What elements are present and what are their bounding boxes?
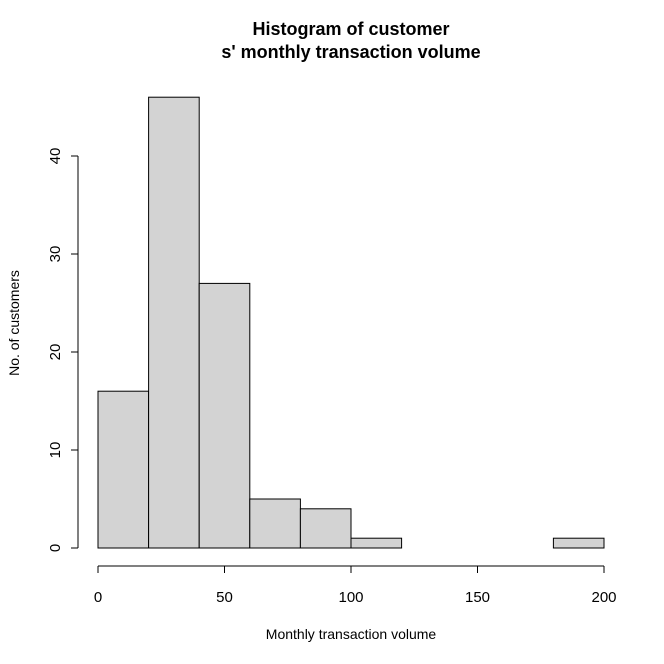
x-tick-label-3: 150 bbox=[465, 589, 490, 606]
histogram-bar-4 bbox=[299, 508, 352, 549]
x-tick-label-1: 50 bbox=[216, 589, 233, 606]
histogram-bar-0 bbox=[97, 390, 150, 549]
histogram-bar-5 bbox=[350, 537, 403, 549]
y-tick-label-0: 0 bbox=[47, 544, 64, 552]
x-tick-label-2: 100 bbox=[338, 589, 363, 606]
x-axis-label: Monthly transaction volume bbox=[266, 626, 437, 642]
histogram-bar-2 bbox=[198, 282, 251, 549]
y-axis: 0 10 20 30 40 bbox=[47, 148, 79, 552]
bars-group bbox=[97, 96, 605, 549]
x-tick-label-0: 0 bbox=[94, 589, 102, 606]
y-tick-label-3: 30 bbox=[47, 246, 64, 263]
chart-title-line-1: Histogram of customer bbox=[252, 19, 449, 39]
histogram-bar-9 bbox=[552, 537, 605, 549]
x-axis: 0 50 100 150 200 bbox=[94, 565, 617, 606]
y-tick-label-1: 10 bbox=[47, 442, 64, 459]
histogram-bar-3 bbox=[249, 498, 301, 549]
x-tick-label-4: 200 bbox=[591, 589, 616, 606]
y-tick-label-4: 40 bbox=[47, 148, 64, 165]
chart-title-line-2: s' monthly transaction volume bbox=[221, 42, 480, 62]
y-tick-label-2: 20 bbox=[47, 344, 64, 361]
histogram-bar-1 bbox=[148, 96, 200, 549]
y-axis-label: No. of customers bbox=[6, 270, 22, 376]
